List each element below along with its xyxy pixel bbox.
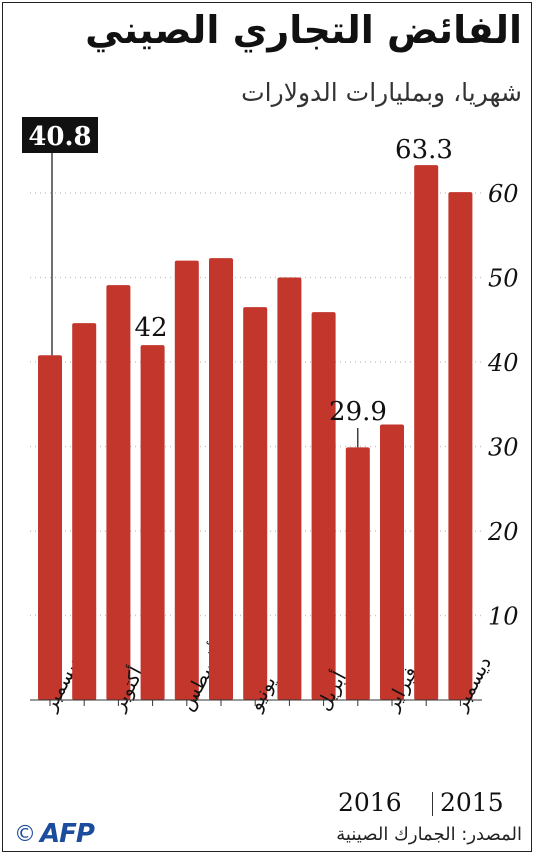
bar	[311, 312, 336, 700]
y-tick-label: 10	[488, 603, 519, 631]
data-label: 42	[134, 313, 167, 343]
bar	[209, 258, 233, 700]
bar	[38, 355, 62, 700]
year-2015-label: 2015	[440, 788, 504, 817]
chart-title: الفائض التجاري الصيني	[85, 8, 522, 52]
bar	[414, 165, 439, 701]
bar	[72, 323, 97, 700]
y-tick-label: 50	[488, 265, 519, 293]
bar	[243, 307, 268, 700]
data-label: 29.9	[329, 397, 387, 427]
data-label: 63.3	[395, 135, 453, 165]
bar	[345, 447, 370, 700]
year-labels: 2016 2015	[330, 788, 530, 820]
bar	[380, 424, 404, 700]
bar	[448, 192, 473, 700]
bar	[106, 285, 131, 700]
annotation-box	[22, 117, 98, 153]
y-tick-label: 30	[488, 434, 519, 462]
bar	[277, 277, 302, 700]
afp-logo-text: AFP	[40, 819, 95, 849]
chart-subtitle: شهريا، وبمليارات الدولارات	[241, 78, 522, 107]
y-tick-label: 20	[487, 518, 519, 546]
bar	[140, 345, 165, 700]
y-tick-label: 60	[488, 180, 519, 208]
copyright-icon: ©	[14, 821, 36, 847]
source-note: المصدر: الجمارك الصينية	[336, 824, 522, 845]
y-tick-label: 40	[487, 349, 519, 377]
data-label: 40.8	[28, 122, 91, 152]
year-divider	[432, 792, 433, 816]
year-2016-label: 2016	[338, 788, 402, 817]
afp-logo: © AFP	[14, 818, 95, 850]
bar	[174, 260, 199, 700]
